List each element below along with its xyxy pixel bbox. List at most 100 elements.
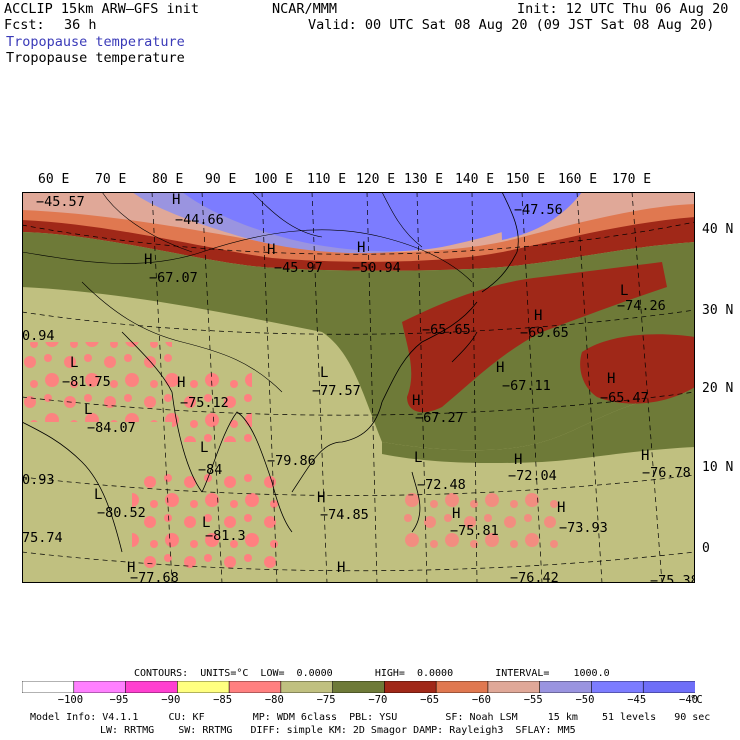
contour-value-label: −75.81: [450, 523, 499, 539]
colorbar-tick-label: −80: [264, 694, 284, 706]
borders: [22, 192, 473, 393]
contour-info: CONTOURS: UNITS=°C LOW= 0.0000 HIGH= 0.0…: [134, 668, 610, 679]
colorbar-swatch: [228, 681, 282, 693]
high-marker: H: [607, 371, 615, 387]
high-marker: H: [317, 490, 325, 506]
high-marker: H: [641, 448, 649, 464]
contour-value-label: −65.47: [600, 390, 649, 406]
colorbar-swatch: [280, 681, 334, 693]
colorbar-swatch: [332, 681, 385, 693]
contour-value-label: −44.66: [175, 212, 224, 228]
contour-value-label: −81.75: [62, 374, 111, 390]
contour-value-label: −67.07: [149, 270, 198, 286]
colorbar-tick-label: −70: [368, 694, 388, 706]
colorbar-units: °C: [690, 694, 703, 706]
low-marker: L: [94, 487, 102, 503]
low-marker: L: [200, 440, 208, 456]
longitude-label: 140 E: [455, 172, 495, 187]
contour-value-label: −65.65: [422, 322, 471, 338]
longitude-label: 100 E: [254, 172, 294, 187]
band-minus45: [182, 192, 582, 252]
latitude-label: 40 N: [702, 222, 734, 237]
colorbar-tick-label: −95: [109, 694, 129, 706]
high-marker: H: [127, 560, 135, 576]
coastlines: [22, 192, 519, 553]
map-frame: [22, 192, 695, 583]
contour-value-label: −81.3: [205, 528, 246, 544]
high-marker: H: [144, 252, 152, 268]
colorbar-swatch: [22, 681, 75, 693]
low-marker: L: [620, 283, 628, 299]
longitude-label: 150 E: [506, 172, 546, 187]
low-marker: L: [320, 365, 328, 381]
contour-value-label: −76.78: [642, 465, 691, 481]
contour-value-label: −45.97: [274, 260, 323, 276]
color-bar: [22, 681, 695, 693]
low-marker: L: [202, 515, 210, 531]
colorbar-swatch: [177, 681, 230, 693]
contour-value-label: −84.07: [87, 420, 136, 436]
contour-value-label: −67.11: [502, 378, 551, 394]
high-marker: H: [357, 240, 365, 256]
contour-value-label: −73.93: [559, 520, 608, 536]
colorbar-swatch: [384, 681, 437, 693]
colorbar-swatch: [487, 681, 541, 693]
colorbar-tick-label: −60: [471, 694, 491, 706]
longitude-label: 90 E: [205, 172, 237, 187]
graticule: [22, 192, 695, 583]
latitude-label: 10 N: [702, 460, 734, 475]
contour-value-label: 75.74: [22, 530, 63, 546]
colorbar-tick-label: −65: [420, 694, 440, 706]
model-info-line2: LW: RRTMG SW: RRTMG DIFF: simple KM: 2D …: [100, 725, 576, 736]
init-time: Init: 12 UTC Thu 06 Aug 20: [517, 1, 729, 17]
longitude-label: 130 E: [404, 172, 444, 187]
longitude-label: 80 E: [152, 172, 184, 187]
low-marker: L: [414, 450, 422, 466]
high-marker: H: [177, 375, 185, 391]
contour-value-label: −75.12: [180, 395, 229, 411]
contour-value-label: −74.85: [320, 507, 369, 523]
contour-value-label: 0.94: [22, 328, 55, 344]
colorbar-tick-label: −90: [161, 694, 181, 706]
contour-value-label: −67.27: [415, 410, 464, 426]
forecast-label: Fcst:: [4, 17, 45, 33]
contour-value-label: −50.94: [352, 260, 401, 276]
colorbar-tick-label: −50: [575, 694, 595, 706]
colorbar-swatch: [435, 681, 489, 693]
longitude-label: 170 E: [612, 172, 652, 187]
longitude-label: 60 E: [38, 172, 70, 187]
colorbar-swatch: [539, 681, 593, 693]
colorbar-tick-label: −85: [213, 694, 233, 706]
contour-value-label: −74.26: [617, 298, 666, 314]
contour-value-label: −77.68: [130, 570, 179, 583]
longitude-label: 160 E: [558, 172, 598, 187]
contour-value-label: −77.57: [312, 383, 361, 399]
high-marker: H: [452, 506, 460, 522]
colorbar-tick-label: −75: [316, 694, 336, 706]
colorbar-swatch: [73, 681, 127, 693]
colorbar-swatch: [125, 681, 178, 693]
center-label: NCAR/MMM: [272, 1, 338, 17]
low-marker: L: [70, 355, 78, 371]
colorbar-tick-label: −40: [679, 694, 698, 706]
longitude-label: 110 E: [307, 172, 347, 187]
latitude-label: 0: [702, 541, 710, 556]
contour-value-label: −72.48: [417, 477, 466, 493]
colorbar-tick-label: −100: [57, 694, 84, 706]
high-marker: H: [514, 452, 522, 468]
field-title-primary: Tropopause temperature: [6, 34, 185, 50]
latitude-label: 30 N: [702, 303, 734, 318]
high-marker: H: [412, 393, 420, 409]
high-marker: H: [534, 308, 542, 324]
contour-value-label: −45.57: [36, 194, 85, 210]
high-marker: H: [267, 242, 275, 258]
contour-value-label: −80.52: [97, 505, 146, 521]
longitude-label: 70 E: [95, 172, 127, 187]
high-marker: H: [557, 500, 565, 516]
colorbar-tick-label: −45: [627, 694, 647, 706]
field-title-secondary: Tropopause temperature: [6, 50, 185, 66]
contour-value-label: −72.04: [508, 468, 557, 484]
contour-value-label: −75.38: [650, 573, 695, 583]
longitude-label: 120 E: [356, 172, 396, 187]
forecast-hour: 36 h: [64, 17, 97, 33]
